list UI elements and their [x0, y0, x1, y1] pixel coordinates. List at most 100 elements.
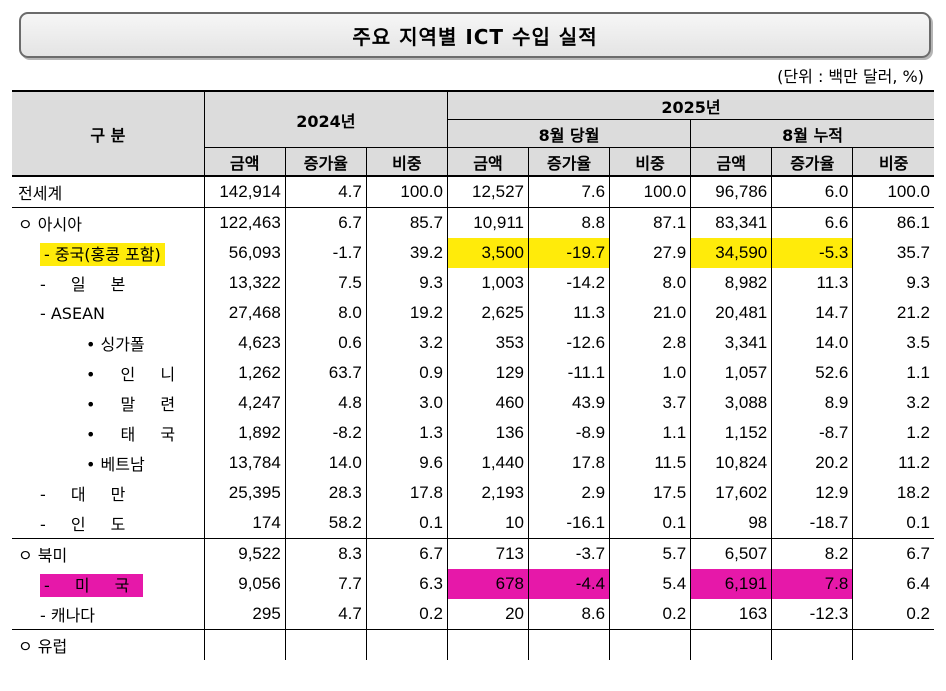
table-cell: -3.7 — [528, 538, 611, 569]
ict-import-table: 구 분 2024년 2025년 8월 당월 8월 누적 금액 증가율 비중 금액… — [12, 90, 934, 660]
table-cell: 7.7 — [284, 569, 367, 599]
table-cell: 20 — [446, 599, 530, 630]
table-cell: 83,341 — [690, 207, 773, 238]
table-cell: 1,003 — [446, 268, 530, 298]
table-cell: 3.2 — [852, 388, 934, 418]
table-cell: 87.1 — [609, 207, 692, 238]
table-cell: 142,914 — [203, 175, 286, 208]
table-cell: -12.3 — [771, 599, 854, 630]
table-cell: 0.2 — [365, 599, 448, 630]
row-label: • 말 련 — [12, 388, 205, 418]
table-cell: 4.7 — [284, 599, 367, 630]
table-cell — [284, 629, 367, 660]
table-cell: 100.0 — [365, 175, 448, 208]
table-cell: 21.2 — [852, 298, 934, 328]
table-row: 전세계 142,914 4.7 100.0 12,527 7.6 100.0 96,786 6.… — [12, 175, 934, 208]
table-cell: -1.7 — [284, 238, 367, 268]
header-aug-month: 8월 당월 — [446, 119, 692, 148]
table-cell: 9.3 — [852, 268, 934, 298]
table-cell: 0.1 — [852, 508, 934, 539]
table-cell: 0.9 — [365, 358, 448, 388]
table-cell: 9.3 — [365, 268, 448, 298]
table-cell: -18.7 — [771, 508, 854, 539]
header-2024: 2024년 — [203, 90, 448, 148]
header-growth: 증가율 — [284, 147, 367, 177]
table-cell: -8.2 — [284, 418, 367, 448]
table-row: • 태 국 1,892 -8.2 1.3 136 -8.9 1.1 1,152 -8.7 1.2 — [12, 418, 934, 448]
table-cell: 27.9 — [609, 238, 692, 268]
row-label-text: - 캐나다 — [40, 606, 96, 625]
table-cell: 43.9 — [528, 388, 611, 418]
header-share: 비중 — [365, 147, 448, 177]
table-cell: 17,602 — [690, 478, 773, 508]
table-cell: 1,440 — [446, 448, 530, 478]
table-cell: 8.6 — [528, 599, 611, 630]
table-cell: -12.6 — [528, 328, 611, 358]
table-cell: 353 — [446, 328, 530, 358]
table-cell: 98 — [690, 508, 773, 539]
table-cell: 0.1 — [609, 508, 692, 539]
row-label: ㅇ 유럽 — [12, 629, 205, 660]
row-label-text: ㅇ 아시아 — [18, 215, 82, 234]
table-cell: 6,507 — [690, 538, 773, 569]
row-label-text: - ASEAN — [40, 303, 105, 323]
row-label-text: - 미 국 — [40, 574, 144, 597]
table-cell: 8.8 — [528, 207, 611, 238]
table-cell: 6.6 — [771, 207, 854, 238]
table-cell — [852, 629, 934, 660]
table-cell — [528, 629, 611, 660]
table-cell: 6.7 — [852, 538, 934, 569]
table-cell: 56,093 — [203, 238, 286, 268]
table-cell: 96,786 — [690, 175, 773, 208]
table-cell: 100.0 — [852, 175, 934, 208]
row-label: ㅇ 북미 — [12, 538, 205, 569]
table-cell: -5.3 — [771, 238, 854, 268]
row-label: - ASEAN — [12, 298, 205, 328]
table-cell: 8.0 — [284, 298, 367, 328]
header-share: 비중 — [609, 147, 692, 177]
table-cell: 6.7 — [284, 207, 367, 238]
table-cell: 34,590 — [690, 238, 773, 268]
table-cell: 2.8 — [609, 328, 692, 358]
table-cell: 1,262 — [203, 358, 286, 388]
table-cell: 163 — [690, 599, 773, 630]
row-label-text: ㅇ 북미 — [18, 546, 68, 565]
table-row: - 인 도 174 58.2 0.1 10 -16.1 0.1 98 -18.7 0.1 — [12, 508, 934, 539]
header-amount: 금액 — [203, 147, 286, 177]
header-category: 구 분 — [12, 90, 205, 177]
row-label-text: • 말 련 — [86, 395, 186, 414]
table-cell: 8,982 — [690, 268, 773, 298]
table-cell: 2,625 — [446, 298, 530, 328]
table-cell: 4.7 — [284, 175, 367, 208]
table-cell: 174 — [203, 508, 286, 539]
row-label-text: - 인 도 — [40, 515, 136, 534]
table-cell: 4,623 — [203, 328, 286, 358]
table-cell: 11.2 — [852, 448, 934, 478]
table-cell: 11.3 — [771, 268, 854, 298]
row-label-text: • 싱가폴 — [86, 335, 145, 354]
table-cell: 0.2 — [852, 599, 934, 630]
table-cell: 3.0 — [365, 388, 448, 418]
row-label: ㅇ 아시아 — [12, 207, 205, 238]
table-cell: 17.8 — [365, 478, 448, 508]
table-cell: 0.6 — [284, 328, 367, 358]
table-cell: 10,911 — [446, 207, 530, 238]
table-row: - 캐나다 295 4.7 0.2 20 8.6 0.2 163 -12.3 0.2 — [12, 599, 934, 630]
table-cell: 21.0 — [609, 298, 692, 328]
table-cell: 85.7 — [365, 207, 448, 238]
table-cell: 52.6 — [771, 358, 854, 388]
header-share: 비중 — [852, 147, 934, 177]
table-cell: 63.7 — [284, 358, 367, 388]
table-cell: 10,824 — [690, 448, 773, 478]
table-row: - 중국(홍콩 포함) 56,093 -1.7 39.2 3,500 -19.7 27.9 3… — [12, 238, 934, 268]
table-cell: 20,481 — [690, 298, 773, 328]
table-cell: 1,152 — [690, 418, 773, 448]
table-cell: 13,322 — [203, 268, 286, 298]
table-cell: 20.2 — [771, 448, 854, 478]
row-label-text: ㅇ 유럽 — [18, 637, 68, 656]
table-cell: 678 — [446, 569, 530, 599]
table-cell: 25,395 — [203, 478, 286, 508]
row-label: - 대 만 — [12, 478, 205, 508]
table-cell: 7.6 — [528, 175, 611, 208]
table-cell: 11.3 — [528, 298, 611, 328]
